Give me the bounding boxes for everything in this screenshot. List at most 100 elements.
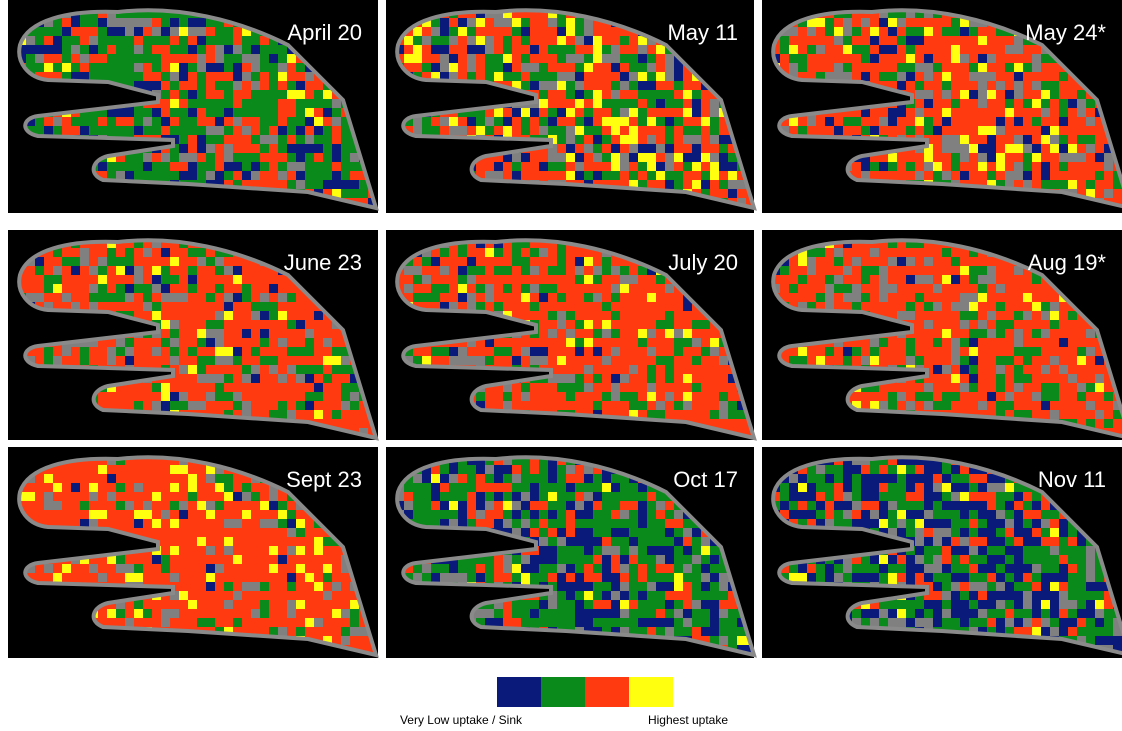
map-pixel — [188, 117, 197, 126]
map-pixel — [260, 72, 269, 81]
map-pixel — [683, 320, 692, 329]
map-pixel — [647, 284, 656, 293]
map-pixel — [1014, 302, 1023, 311]
map-pixel — [861, 27, 870, 36]
map-pixel — [1050, 329, 1059, 338]
map-pixel — [996, 320, 1005, 329]
map-pixel — [242, 90, 251, 99]
map-pixel — [1032, 275, 1041, 284]
map-pixel — [924, 126, 933, 135]
map-pixel — [152, 275, 161, 284]
map-pixel — [996, 144, 1005, 153]
map-pixel — [978, 63, 987, 72]
map-pixel — [879, 18, 888, 27]
map-pixel — [53, 284, 62, 293]
map-pixel — [512, 45, 521, 54]
map-pixel — [377, 275, 386, 284]
map-pixel — [62, 275, 71, 284]
map-pixel — [996, 392, 1005, 401]
map-pixel — [665, 311, 674, 320]
map-pixel — [1059, 401, 1068, 410]
map-pixel — [888, 54, 897, 63]
map-pixel — [566, 338, 575, 347]
panel-label: June 23 — [284, 250, 362, 275]
map-pixel — [647, 338, 656, 347]
map-pixel — [341, 374, 350, 383]
map-pixel — [296, 99, 305, 108]
map-pixel — [260, 284, 269, 293]
map-pixel — [888, 162, 897, 171]
map-pixel — [449, 266, 458, 275]
map-pixel — [296, 81, 305, 90]
map-pixel — [1032, 365, 1041, 374]
map-pixel — [692, 144, 701, 153]
map-pixel — [987, 356, 996, 365]
map-pixel — [224, 284, 233, 293]
map-pixel — [530, 302, 539, 311]
map-pixel — [780, 266, 789, 275]
map-pixel — [224, 275, 233, 284]
map-pixel — [296, 72, 305, 81]
map-pixel — [852, 117, 861, 126]
map-pixel — [798, 117, 807, 126]
map-pixel — [915, 18, 924, 27]
map-pixel — [161, 248, 170, 257]
map-pixel — [1104, 180, 1113, 189]
map-pixel — [89, 275, 98, 284]
map-pixel — [188, 90, 197, 99]
map-pixel — [449, 27, 458, 36]
map-pixel — [593, 99, 602, 108]
map-pixel — [933, 356, 942, 365]
map-pixel — [825, 257, 834, 266]
map-pixel — [593, 171, 602, 180]
map-pixel — [834, 293, 843, 302]
map-pixel — [107, 162, 116, 171]
map-pixel — [969, 54, 978, 63]
map-pixel — [807, 356, 816, 365]
map-pixel — [161, 401, 170, 410]
map-pixel — [449, 284, 458, 293]
map-pixel — [287, 108, 296, 117]
map-pixel — [566, 18, 575, 27]
map-pixel — [116, 36, 125, 45]
map-pixel — [960, 401, 969, 410]
map-pixel — [701, 401, 710, 410]
map-pixel — [233, 374, 242, 383]
map-pixel — [161, 171, 170, 180]
map-pixel — [332, 329, 341, 338]
map-pixel — [269, 275, 278, 284]
map-pixel — [341, 162, 350, 171]
map-pixel — [530, 392, 539, 401]
map-pixel — [287, 401, 296, 410]
map-pixel — [602, 108, 611, 117]
map-pixel — [960, 36, 969, 45]
map-pixel — [530, 117, 539, 126]
map-pixel — [557, 18, 566, 27]
map-pixel — [924, 108, 933, 117]
map-pixel — [323, 99, 332, 108]
map-pixel — [593, 81, 602, 90]
map-pixel — [1086, 99, 1095, 108]
map-pixel — [566, 266, 575, 275]
map-pixel — [494, 248, 503, 257]
map-pixel — [656, 275, 665, 284]
map-pixel — [575, 126, 584, 135]
map-pixel — [602, 99, 611, 108]
map-pixel — [951, 90, 960, 99]
map-pixel — [897, 108, 906, 117]
map-pixel — [548, 338, 557, 347]
map-pixel — [188, 36, 197, 45]
map-pixel — [233, 27, 242, 36]
map-pixel — [53, 36, 62, 45]
map-pixel — [1050, 153, 1059, 162]
map-pixel — [170, 63, 179, 72]
map-pixel — [98, 162, 107, 171]
map-pixel — [933, 99, 942, 108]
map-pixel — [188, 45, 197, 54]
map-pixel — [242, 45, 251, 54]
map-pixel — [951, 117, 960, 126]
map-pixel — [728, 410, 737, 419]
map-pixel — [719, 153, 728, 162]
map-pixel — [915, 302, 924, 311]
map-pixel — [1023, 356, 1032, 365]
